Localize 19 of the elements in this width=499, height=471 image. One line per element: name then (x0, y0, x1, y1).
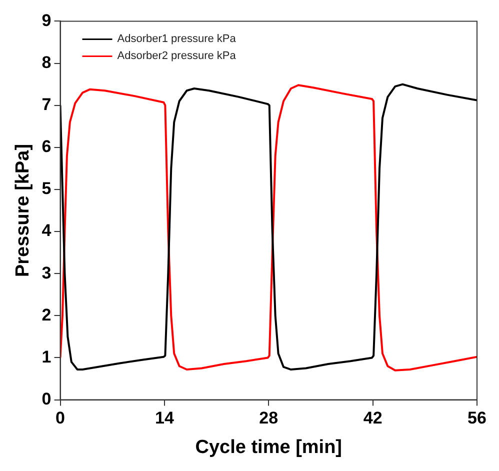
y-tick-label: 1 (42, 347, 52, 366)
legend-label: Adsorber1 pressure kPa (117, 33, 237, 46)
y-tick-label: 7 (42, 95, 52, 114)
y-tick-label: 8 (42, 52, 52, 72)
x-axis-title: Cycle time [min] (195, 436, 342, 458)
y-tick-label: 6 (42, 137, 52, 156)
x-tick-label: 14 (154, 408, 174, 428)
y-tick-label: 3 (42, 263, 52, 282)
y-tick-label: 0 (42, 389, 52, 408)
x-tick-label: 56 (468, 408, 486, 428)
x-tick-label: 28 (259, 408, 278, 428)
legend-label: Adsorber2 pressure kPa (117, 50, 237, 62)
y-tick-label: 9 (42, 10, 52, 30)
x-tick-label: 42 (363, 408, 382, 428)
y-tick-label: 5 (42, 179, 52, 198)
y-tick-label: 4 (42, 221, 52, 240)
y-axis-title: Pressure [kPa] (12, 144, 34, 278)
y-tick-label: 2 (42, 305, 52, 324)
x-tick-label: 0 (56, 408, 65, 428)
